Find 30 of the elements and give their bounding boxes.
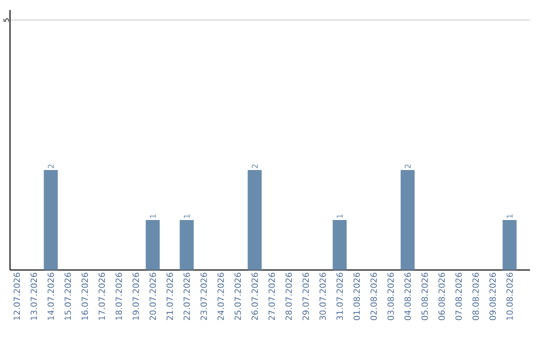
x-tick-label: 31.07.2026 bbox=[336, 272, 343, 320]
x-tick-label: 26.07.2026 bbox=[252, 272, 258, 320]
x-tick-label: 04.08.2026 bbox=[404, 272, 411, 320]
x-tick-label: 15.07.2026 bbox=[64, 272, 71, 320]
x-tick-label: 25.07.2026 bbox=[234, 272, 241, 320]
x-tick-label: 22.07.2026 bbox=[184, 272, 190, 320]
x-tick-label: 27.07.2026 bbox=[268, 272, 275, 320]
x-tick-label: 10.08.2026 bbox=[506, 272, 513, 320]
x-tick-label: 23.07.2026 bbox=[200, 272, 207, 320]
x-tick-label: 09.08.2026 bbox=[489, 272, 496, 320]
x-tick-label: 19.07.2026 bbox=[132, 272, 139, 320]
x-tick-label: 08.08.2026 bbox=[472, 272, 479, 320]
x-tick-label: 01.08.2026 bbox=[353, 272, 360, 320]
x-tick-label: 29.07.2026 bbox=[302, 272, 309, 320]
x-tick-label: 17.07.2026 bbox=[98, 272, 105, 320]
x-tick-label: 06.08.2026 bbox=[438, 272, 445, 320]
x-tick-label: 02.08.2026 bbox=[370, 272, 377, 320]
x-tick-label: 18.07.2026 bbox=[116, 272, 122, 320]
x-tick-label: 24.07.2026 bbox=[218, 272, 224, 320]
x-tick-label: 12.07.2026 bbox=[14, 272, 20, 320]
x-tick-label: 14.07.2026 bbox=[48, 272, 54, 320]
x-tick-label: 05.08.2026 bbox=[421, 272, 428, 320]
x-tick-label: 13.07.2026 bbox=[30, 272, 37, 320]
x-tick-label: 16.07.2026 bbox=[82, 272, 88, 320]
x-tick-label: 20.07.2026 bbox=[150, 272, 156, 320]
x-tick-label: 28.07.2026 bbox=[286, 272, 292, 320]
x-tick-label: 03.08.2026 bbox=[387, 272, 394, 320]
x-tick-label: 30.07.2026 bbox=[319, 272, 326, 320]
x-tick-label: 21.07.2026 bbox=[166, 272, 173, 320]
x-tick-label: 07.08.2026 bbox=[455, 272, 462, 320]
